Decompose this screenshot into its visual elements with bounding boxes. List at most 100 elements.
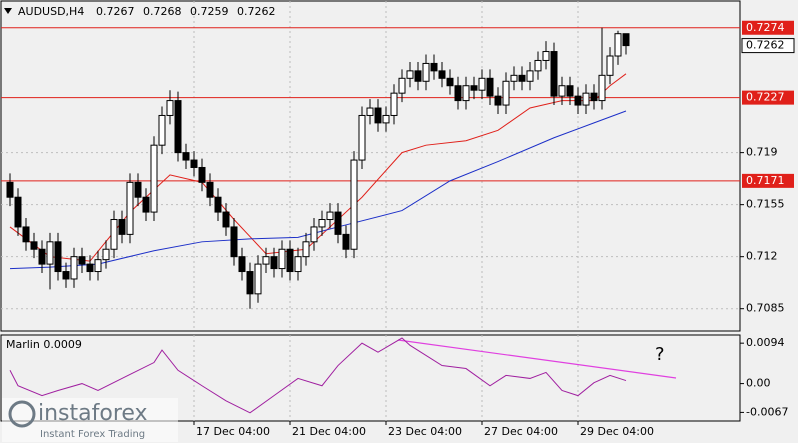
candle-body — [582, 92, 590, 106]
candle-body — [262, 256, 270, 265]
candle-body — [366, 107, 374, 116]
candle-body — [518, 74, 526, 82]
candle-body — [206, 181, 214, 198]
header-open: 0.7267 — [96, 5, 135, 18]
candle-body — [126, 181, 134, 235]
x-tick-label: 23 Dec 04:00 — [388, 425, 462, 438]
candle-body — [150, 144, 158, 213]
candle-body — [438, 70, 446, 79]
candle-body — [406, 70, 414, 79]
candle-body — [134, 181, 142, 198]
candle-body — [94, 259, 102, 273]
candle-body — [390, 92, 398, 116]
candle-body — [382, 114, 390, 124]
candle-body — [398, 77, 406, 94]
y-tick-label: 0.7155 — [746, 198, 785, 211]
candle-body — [318, 219, 326, 228]
candle-body — [574, 95, 582, 106]
collapse-triangle — [4, 8, 12, 14]
candle-body — [294, 256, 302, 273]
annotation: ? — [655, 344, 665, 365]
candle-body — [606, 55, 614, 76]
symbol: AUDUSD,H4 — [18, 5, 84, 18]
candle-body — [542, 51, 550, 61]
logo-tagline: Instant Forex Trading — [40, 429, 145, 440]
candle-body — [158, 114, 166, 146]
candle-body — [174, 100, 182, 154]
candle-body — [54, 241, 62, 273]
candle-body — [278, 248, 286, 270]
candle-body — [302, 241, 310, 258]
y-tick-label: 0.712 — [746, 250, 778, 263]
candle-body — [238, 256, 246, 273]
candle-body — [510, 74, 518, 82]
last-price-label: 0.7262 — [746, 39, 785, 52]
candle-body — [470, 85, 478, 91]
candle-body — [454, 85, 462, 102]
candle-body — [550, 51, 558, 97]
candle-body — [430, 62, 438, 72]
main-panel — [0, 0, 741, 332]
candle-body — [422, 62, 430, 82]
logo: instaforex Instant Forex Trading — [2, 398, 178, 442]
candle-body — [310, 226, 318, 243]
x-tick-label: 21 Dec 04:00 — [292, 425, 366, 438]
candle-body — [526, 70, 534, 82]
candle-body — [350, 159, 358, 250]
candle-body — [118, 219, 126, 235]
candle-body — [342, 233, 350, 250]
candle-body — [286, 248, 294, 273]
level-label: 0.7274 — [746, 21, 785, 34]
oscillator-line — [9, 337, 627, 414]
candle-body — [622, 33, 630, 47]
candle-body — [46, 241, 54, 265]
candle-body — [334, 211, 342, 235]
candle-body — [494, 95, 502, 106]
candle-body — [566, 85, 574, 97]
candle-body — [254, 263, 262, 295]
oscillator-name: Marlin 0.0009 — [6, 338, 82, 351]
candle-body — [38, 248, 46, 265]
candle-body — [30, 241, 38, 250]
header-close: 0.7262 — [237, 5, 276, 18]
logo-name: instaforex — [38, 401, 148, 426]
osc-tick-label: 0.00 — [746, 377, 771, 390]
level-label-box — [742, 90, 794, 105]
level-label-box — [742, 173, 794, 188]
level-label: 0.7171 — [746, 174, 785, 187]
candle-body — [6, 181, 14, 198]
candle-body — [62, 271, 70, 280]
candle-body — [222, 211, 230, 228]
osc-tick-label: 0.0094 — [746, 336, 785, 349]
candle-body — [270, 256, 278, 270]
candle-body — [358, 114, 366, 161]
header-high: 0.7268 — [143, 5, 182, 18]
level-label: 0.7227 — [746, 91, 785, 104]
moving-average — [9, 73, 627, 262]
candle-body — [462, 85, 470, 102]
candle-body — [414, 70, 422, 82]
x-tick-label: 29 Dec 04:00 — [580, 425, 654, 438]
candle-body — [326, 211, 334, 221]
logo-icon — [8, 400, 36, 428]
header-low: 0.7259 — [190, 5, 229, 18]
candle-body — [230, 226, 238, 258]
candle-body — [110, 219, 118, 250]
moving-average — [9, 110, 627, 270]
candle-body — [102, 248, 110, 261]
candle-body — [70, 256, 78, 280]
candle-body — [446, 77, 454, 87]
candle-body — [182, 152, 190, 161]
level-label-box — [742, 20, 794, 35]
divergence-line — [397, 339, 677, 379]
candle-body — [534, 59, 542, 72]
x-tick-label: 17 Dec 04:00 — [196, 425, 270, 438]
candle-body — [486, 77, 494, 97]
y-tick-label: 0.7085 — [746, 302, 785, 315]
y-tick-label: 0.719 — [746, 146, 778, 159]
candle-body — [198, 166, 206, 183]
last-price-box — [741, 38, 795, 54]
candle-body — [614, 33, 622, 57]
candle-body — [598, 74, 606, 102]
candle-body — [246, 271, 254, 295]
